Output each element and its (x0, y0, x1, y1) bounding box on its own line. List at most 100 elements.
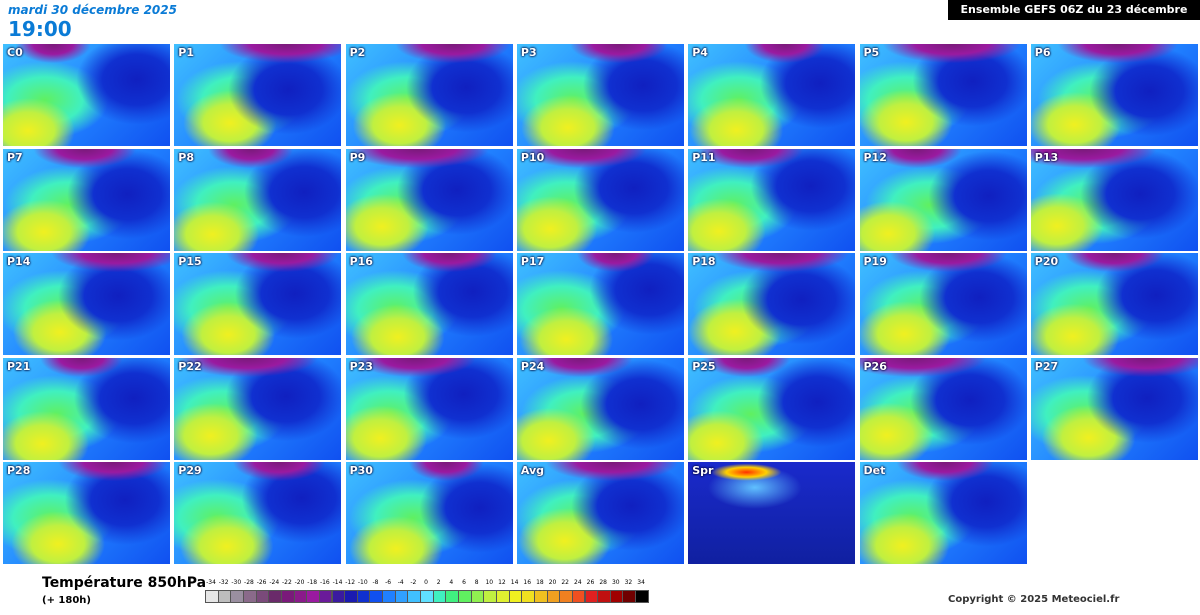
scale-label: 34 (637, 579, 645, 586)
scale-swatch (458, 590, 472, 603)
scale-label: -10 (357, 579, 368, 586)
map-panel: P22 (174, 357, 342, 460)
map-panel: P11 (688, 148, 856, 251)
scale-label: 14 (510, 579, 519, 586)
scale-label: -4 (397, 579, 404, 586)
scale-label: 4 (449, 579, 454, 586)
panel-label: P12 (863, 150, 887, 164)
scale-label: 30 (611, 579, 620, 586)
scale-swatch (609, 590, 624, 603)
scale-swatch (597, 590, 611, 603)
scale-swatch (559, 590, 573, 603)
scale-label: 0 (424, 579, 428, 586)
scale-swatch (356, 590, 371, 603)
panel-label: P13 (1034, 150, 1059, 164)
map-panel: P16 (345, 253, 513, 355)
scale-swatch (205, 590, 219, 603)
map-panel: P4 (688, 44, 856, 146)
scale-swatch (255, 590, 270, 603)
panel-label: P24 (520, 359, 545, 373)
scale-swatch (268, 590, 282, 603)
map-panel: P2 (345, 44, 513, 146)
panel-label: P9 (349, 150, 366, 164)
panel-label: P19 (863, 255, 887, 268)
map-panel: P26 (859, 357, 1027, 460)
map-panel: P9 (345, 148, 513, 251)
scale-label: 20 (548, 579, 557, 586)
map-panel: P23 (345, 357, 513, 460)
legend-subtitle: (+ 180h) (42, 595, 91, 606)
scale-swatch (571, 590, 586, 603)
scale-label: -26 (256, 579, 267, 586)
scale-label: 18 (536, 579, 544, 586)
scale-label: -24 (269, 579, 280, 586)
map-panel: P1 (174, 44, 342, 146)
scale-swatch (622, 590, 637, 603)
run-info: Ensemble GEFS 06Z du 23 décembre 2025 (948, 0, 1200, 36)
map-panel: Det (859, 462, 1027, 564)
map-panel: P17 (516, 253, 684, 355)
scale-swatch (546, 590, 561, 603)
map-panel: P7 (3, 148, 170, 251)
scale-label: 26 (586, 579, 595, 586)
panel-label: P20 (1034, 255, 1059, 268)
panel-label: P27 (1034, 359, 1059, 373)
scale-label: -8 (372, 579, 379, 586)
map-panel: P5 (859, 44, 1027, 146)
scale-swatch (470, 590, 485, 603)
scale-swatch (306, 590, 320, 603)
scale-swatch (420, 590, 434, 603)
scale-swatch (521, 590, 535, 603)
scale-label: -6 (385, 579, 392, 586)
scale-label: -34 (206, 579, 216, 586)
scale-label: 10 (485, 579, 494, 586)
panel-label: P5 (863, 46, 880, 59)
panel-label: P21 (7, 359, 31, 373)
map-panel: P21 (3, 357, 170, 460)
map-panel: P29 (174, 462, 342, 564)
legend-title: Température 850hPa (42, 575, 207, 591)
scale-swatch (230, 590, 244, 603)
panel-label: P4 (692, 46, 708, 59)
panel-label: P17 (520, 255, 545, 268)
scale-swatch (533, 590, 548, 603)
scale-label: -20 (294, 579, 305, 586)
map-panel: P8 (174, 148, 342, 251)
panel-label: P10 (520, 150, 545, 164)
scale-label: -16 (319, 579, 330, 586)
scale-label: -30 (231, 579, 242, 586)
panel-label: P28 (7, 464, 31, 477)
scale-swatch (217, 590, 232, 603)
map-panel: P15 (174, 253, 342, 355)
scale-swatch (394, 590, 409, 603)
panel-label: P15 (178, 255, 202, 268)
map-panel: P27 (1030, 357, 1198, 460)
panel-label: P29 (178, 464, 202, 477)
scale-label: 16 (523, 579, 532, 586)
map-panel: P3 (516, 44, 684, 146)
scale-label: 2 (436, 579, 441, 586)
map-panel: C0 (3, 44, 170, 146)
panel-label: P7 (7, 150, 23, 164)
panel-label: P6 (1034, 46, 1051, 59)
map-panel: P19 (859, 253, 1027, 355)
scale-label: -14 (332, 579, 343, 586)
map-panel: P25 (688, 357, 856, 460)
map-panel: P18 (688, 253, 856, 355)
map-panel: P13 (1030, 148, 1198, 251)
map-panel: P24 (516, 357, 684, 460)
map-panel: P30 (345, 462, 513, 564)
panel-label: P8 (178, 150, 195, 164)
scale-swatch (445, 590, 459, 603)
scale-swatch (242, 590, 257, 603)
scale-swatch (293, 590, 308, 603)
scale-label: -18 (307, 579, 318, 586)
scale-label: 22 (561, 579, 569, 586)
panel-label: P14 (7, 255, 31, 268)
panel-label: P26 (863, 359, 887, 373)
scale-swatch (584, 590, 599, 603)
panel-label: P16 (349, 255, 373, 268)
scale-label: 8 (474, 579, 479, 586)
scale-swatch (344, 590, 358, 603)
